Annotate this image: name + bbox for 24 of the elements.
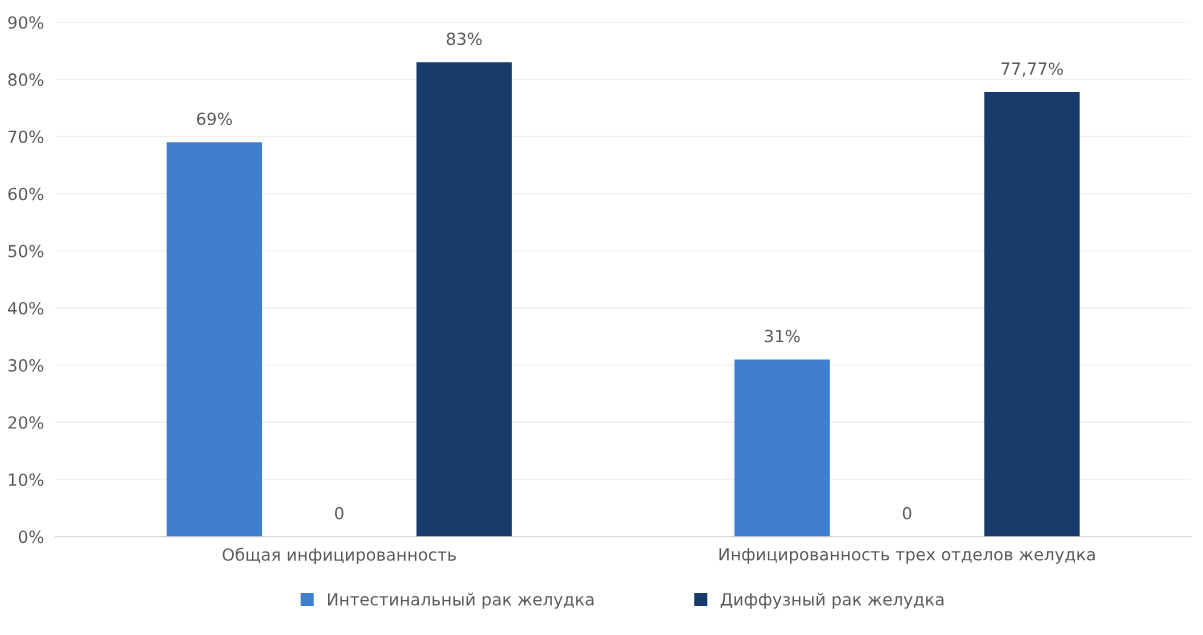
y-tick-label: 70% <box>8 130 44 144</box>
y-tick-label: 50% <box>8 244 44 258</box>
legend-label: Интестинальный рак желудка <box>328 592 594 609</box>
y-tick-label: 20% <box>8 416 44 429</box>
data-label: 83% <box>446 32 482 46</box>
bar <box>734 359 830 537</box>
x-tick-label: Инфицированность трех отделов желудка <box>719 548 1095 564</box>
y-tick-label: 60% <box>8 187 44 201</box>
bar <box>416 62 512 537</box>
legend-label: Диффузный рак желудка <box>720 592 944 609</box>
bar <box>984 92 1080 537</box>
y-tick-label: 30% <box>8 359 44 372</box>
x-tick-label: Общая инфицированность <box>222 547 456 565</box>
y-tick-label: 40% <box>8 301 44 315</box>
data-label: 77,77% <box>1001 62 1063 77</box>
y-tick-label: 0% <box>18 530 44 544</box>
bar <box>166 142 263 537</box>
y-tick-label: 90% <box>8 16 44 29</box>
y-tick-label: 10% <box>9 473 44 486</box>
data-label: 0 <box>902 506 912 520</box>
data-label: 31% <box>764 329 800 343</box>
data-label: 69% <box>196 112 232 126</box>
y-tick-label: 80% <box>8 73 44 86</box>
data-label: 0 <box>335 506 344 520</box>
